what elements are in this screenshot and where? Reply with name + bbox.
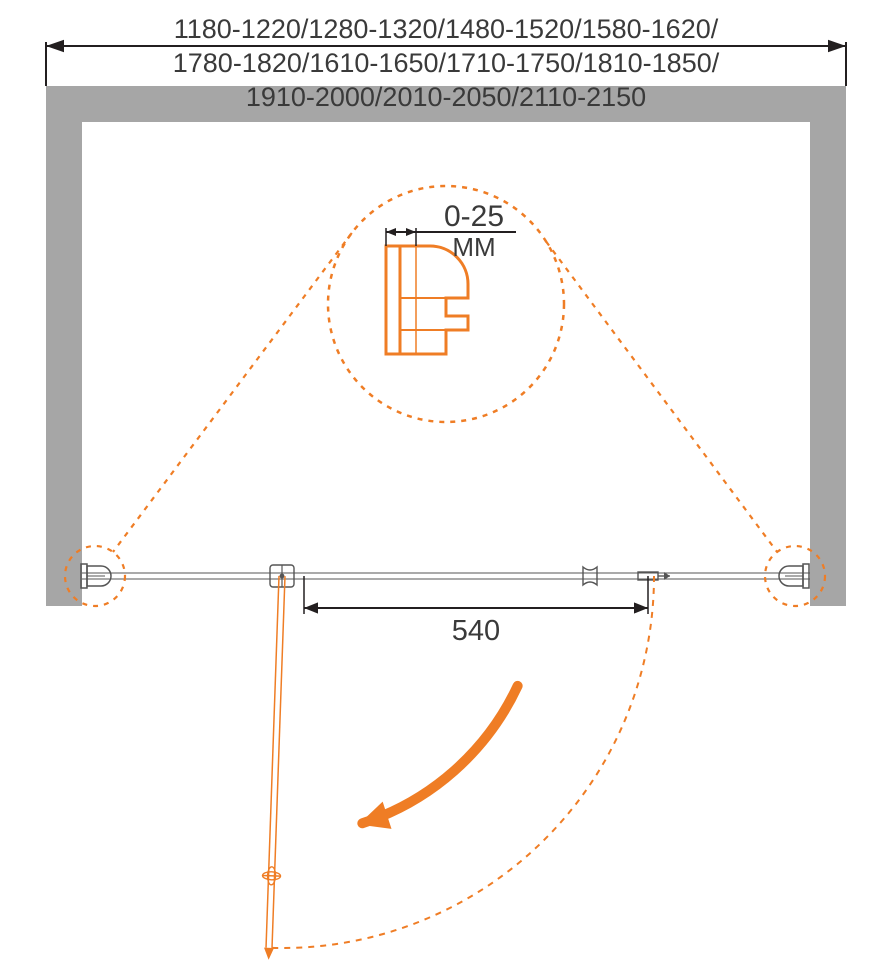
adjustment-tolerance-unit: ММ bbox=[452, 232, 495, 262]
detail-leader bbox=[113, 233, 352, 552]
detail-leader bbox=[546, 241, 777, 551]
door-width-dimension: 540 bbox=[304, 576, 648, 647]
rail bbox=[82, 573, 810, 579]
rail-stopper bbox=[583, 567, 597, 585]
left-wall-bracket bbox=[81, 564, 111, 588]
overall-width-value-line: 1910-2000/2010-2050/2110-2150 bbox=[246, 82, 646, 112]
right-wall-bracket bbox=[779, 564, 809, 588]
overall-width-value-line: 1780-1820/1610-1650/1710-1750/1810-1850/ bbox=[173, 48, 720, 78]
swing-direction-arrow bbox=[362, 686, 517, 823]
door-width-value: 540 bbox=[452, 615, 500, 647]
swing-door bbox=[262, 576, 285, 960]
door-hinge bbox=[270, 565, 294, 587]
swing-direction-arrowhead bbox=[359, 802, 392, 829]
overall-width-value-line: 1180-1220/1280-1320/1480-1520/1580-1620/ bbox=[174, 14, 719, 44]
profile-detail: 0-25ММ bbox=[328, 186, 564, 422]
adjustment-tolerance-value: 0-25 bbox=[444, 200, 504, 233]
